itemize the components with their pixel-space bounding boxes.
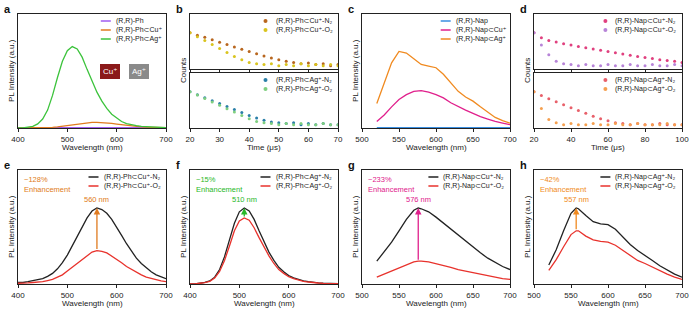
svg-text:f: f xyxy=(176,159,180,171)
svg-text:100: 100 xyxy=(675,135,689,144)
svg-text:a: a xyxy=(4,3,11,15)
svg-text:500: 500 xyxy=(61,291,75,300)
svg-text:700: 700 xyxy=(503,135,517,144)
svg-text:Wavelength (nm): Wavelength (nm) xyxy=(406,143,467,152)
svg-text:(R,R)-Nap⊂Ag⁺-N₂: (R,R)-Nap⊂Ag⁺-N₂ xyxy=(615,173,675,181)
svg-text:PL Intensity (a.u.): PL Intensity (a.u.) xyxy=(351,39,360,102)
svg-text:50: 50 xyxy=(274,135,283,144)
svg-text:(R,R)-Ph⊂Ag⁺-N₂: (R,R)-Ph⊂Ag⁺-N₂ xyxy=(276,173,332,181)
svg-text:Wavelength (nm): Wavelength (nm) xyxy=(406,299,467,308)
svg-text:(R,R)-Ph⊂Cu⁺-N₂: (R,R)-Ph⊂Cu⁺-N₂ xyxy=(276,17,333,25)
svg-text:(R,R)-Nap⊂Ag⁺: (R,R)-Nap⊂Ag⁺ xyxy=(456,35,506,43)
svg-text:b: b xyxy=(176,3,183,15)
svg-text:~233%Enhancement: ~233%Enhancement xyxy=(368,175,415,194)
svg-text:Wavelength (nm): Wavelength (nm) xyxy=(578,299,639,308)
svg-text:Ag⁺: Ag⁺ xyxy=(132,67,146,76)
svg-text:(R,R)-Nap⊂Cu⁺-O₂: (R,R)-Nap⊂Cu⁺-O₂ xyxy=(443,182,504,190)
svg-text:650: 650 xyxy=(466,291,480,300)
svg-text:PL Intensity (a.u.): PL Intensity (a.u.) xyxy=(179,195,188,258)
svg-text:700: 700 xyxy=(503,291,517,300)
svg-text:20: 20 xyxy=(530,135,539,144)
svg-text:(R,R)-Nap⊂Cu⁺-N₂: (R,R)-Nap⊂Cu⁺-N₂ xyxy=(615,17,676,25)
svg-text:h: h xyxy=(520,159,527,171)
svg-text:500: 500 xyxy=(527,291,541,300)
svg-text:550: 550 xyxy=(564,291,578,300)
svg-text:Wavelength (nm): Wavelength (nm) xyxy=(62,143,123,152)
svg-text:500: 500 xyxy=(355,291,369,300)
svg-text:(R,R)-Nap⊂Cu⁺-O₂: (R,R)-Nap⊂Cu⁺-O₂ xyxy=(615,26,676,34)
svg-text:650: 650 xyxy=(466,135,480,144)
svg-text:700: 700 xyxy=(675,291,689,300)
svg-text:Wavelength (nm): Wavelength (nm) xyxy=(234,299,295,308)
svg-text:c: c xyxy=(348,3,354,15)
svg-text:400: 400 xyxy=(11,291,25,300)
svg-text:(R,R)-Ph⊂Cu⁺-O₂: (R,R)-Ph⊂Cu⁺-O₂ xyxy=(104,182,161,190)
svg-text:600: 600 xyxy=(282,291,296,300)
svg-text:20: 20 xyxy=(186,135,195,144)
svg-text:600: 600 xyxy=(110,135,124,144)
svg-text:Counts: Counts xyxy=(523,58,532,83)
svg-text:(R,R)-Ph⊂Cu⁺-O₂: (R,R)-Ph⊂Cu⁺-O₂ xyxy=(276,26,333,34)
svg-text:(R,R)-Nap⊂Ag⁺-O₂: (R,R)-Nap⊂Ag⁺-O₂ xyxy=(615,182,676,190)
svg-text:(R,R)-Ph⊂Cu⁺: (R,R)-Ph⊂Cu⁺ xyxy=(116,26,162,34)
svg-text:700: 700 xyxy=(159,135,173,144)
svg-text:30: 30 xyxy=(215,135,224,144)
svg-text:~15%Enhancement: ~15%Enhancement xyxy=(196,175,243,194)
svg-text:(R,R)-Nap⊂Cu⁺: (R,R)-Nap⊂Cu⁺ xyxy=(456,26,507,34)
svg-text:600: 600 xyxy=(601,291,615,300)
svg-text:~42%Enhancement: ~42%Enhancement xyxy=(540,175,587,194)
svg-text:(R,R)-Ph⊂Cu⁺-N₂: (R,R)-Ph⊂Cu⁺-N₂ xyxy=(104,173,161,181)
svg-text:(R,R)-Ph: (R,R)-Ph xyxy=(116,17,144,25)
svg-text:80: 80 xyxy=(641,135,650,144)
svg-text:(R,R)-Nap: (R,R)-Nap xyxy=(456,17,488,25)
svg-text:(R,R)-Nap⊂Ag⁺-O₂: (R,R)-Nap⊂Ag⁺-O₂ xyxy=(615,85,676,93)
svg-text:PL Intensity (a.u.): PL Intensity (a.u.) xyxy=(351,195,360,258)
svg-text:40: 40 xyxy=(567,135,576,144)
svg-text:400: 400 xyxy=(11,135,25,144)
svg-text:e: e xyxy=(4,159,10,171)
svg-text:PL Intensity (a.u.): PL Intensity (a.u.) xyxy=(7,39,16,102)
svg-text:PL Intensity (a.u.): PL Intensity (a.u.) xyxy=(523,195,532,258)
svg-text:510 nm: 510 nm xyxy=(232,195,257,204)
svg-text:500: 500 xyxy=(61,135,75,144)
svg-text:60: 60 xyxy=(604,135,613,144)
svg-text:500: 500 xyxy=(233,291,247,300)
svg-text:576 nm: 576 nm xyxy=(406,195,431,204)
svg-text:Counts: Counts xyxy=(179,58,188,83)
svg-text:(R,R)-Ph⊂Ag⁺-N₂: (R,R)-Ph⊂Ag⁺-N₂ xyxy=(276,76,332,84)
svg-text:40: 40 xyxy=(245,135,254,144)
svg-text:(R,R)-Nap⊂Cu⁺-N₂: (R,R)-Nap⊂Cu⁺-N₂ xyxy=(443,173,504,181)
svg-text:g: g xyxy=(348,159,355,171)
svg-text:Cu⁺: Cu⁺ xyxy=(103,67,117,76)
svg-text:500: 500 xyxy=(355,135,369,144)
svg-text:(R,R)-Ph⊂Ag⁺-O₂: (R,R)-Ph⊂Ag⁺-O₂ xyxy=(276,182,333,190)
svg-text:550: 550 xyxy=(392,291,406,300)
svg-text:600: 600 xyxy=(110,291,124,300)
svg-text:700: 700 xyxy=(159,291,173,300)
svg-text:60: 60 xyxy=(304,135,313,144)
svg-text:Wavelength (nm): Wavelength (nm) xyxy=(62,299,123,308)
svg-text:(R,R)-Ph⊂Ag⁺-O₂: (R,R)-Ph⊂Ag⁺-O₂ xyxy=(276,85,333,93)
svg-text:400: 400 xyxy=(183,291,197,300)
svg-text:650: 650 xyxy=(638,291,652,300)
svg-text:(R,R)-Nap⊂Ag⁺-N₂: (R,R)-Nap⊂Ag⁺-N₂ xyxy=(615,76,675,84)
svg-text:d: d xyxy=(520,3,527,15)
svg-text:~128%Enhancement: ~128%Enhancement xyxy=(24,175,71,194)
svg-text:550: 550 xyxy=(392,135,406,144)
svg-text:PL Intensity (a.u.): PL Intensity (a.u.) xyxy=(7,195,16,258)
svg-text:Time (μs): Time (μs) xyxy=(247,143,281,152)
svg-text:557 nm: 557 nm xyxy=(564,195,589,204)
svg-text:Time (μs): Time (μs) xyxy=(591,143,625,152)
svg-text:(R,R)-Ph⊂Ag⁺: (R,R)-Ph⊂Ag⁺ xyxy=(116,35,162,43)
svg-text:70: 70 xyxy=(334,135,343,144)
svg-text:600: 600 xyxy=(429,135,443,144)
svg-text:600: 600 xyxy=(429,291,443,300)
svg-text:560 nm: 560 nm xyxy=(84,195,109,204)
svg-text:700: 700 xyxy=(331,291,345,300)
